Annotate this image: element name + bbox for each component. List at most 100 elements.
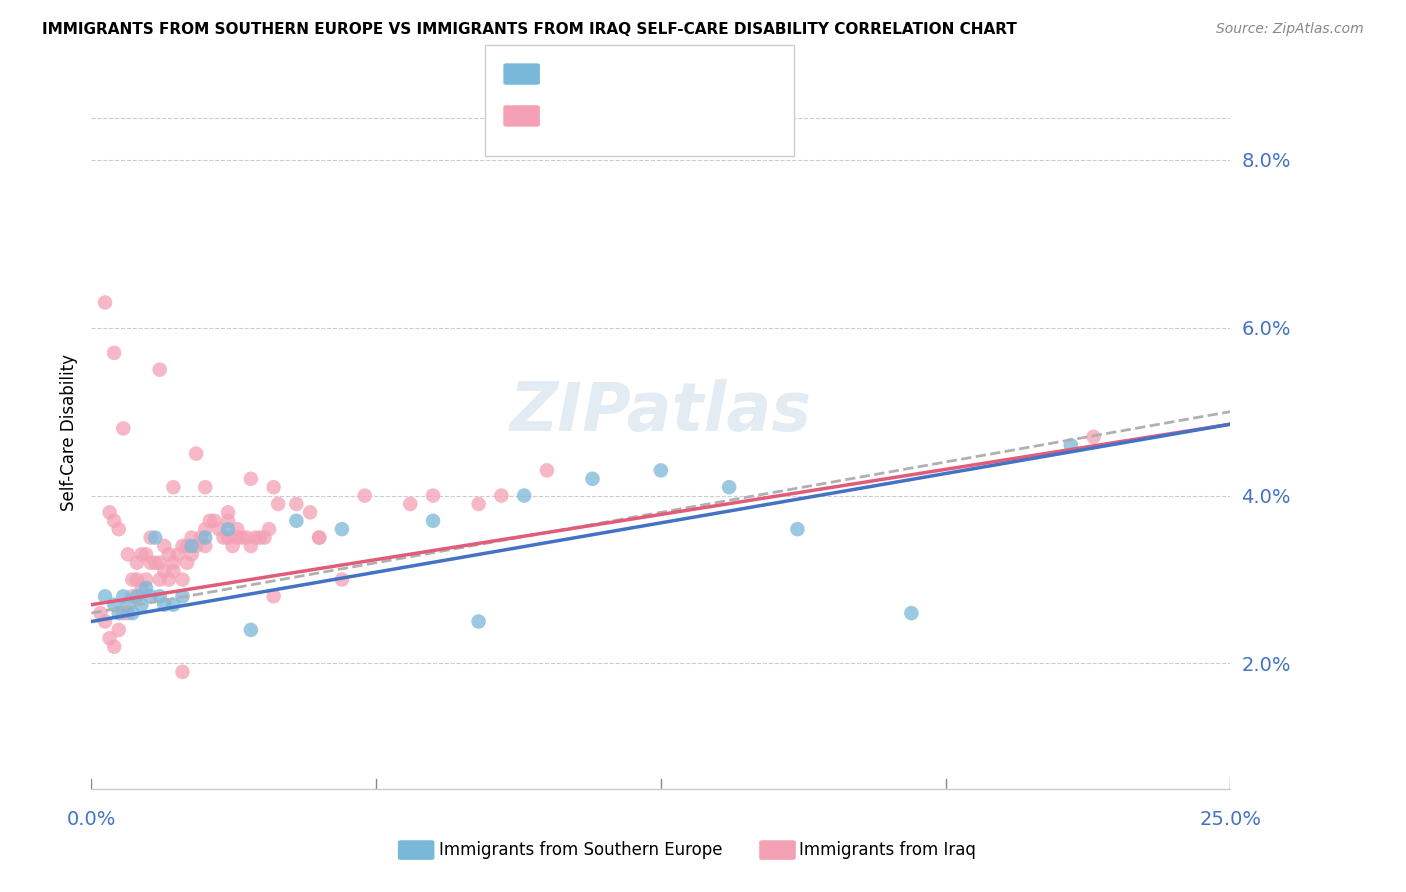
Point: [125, 573, 148, 587]
Point: [131, 547, 153, 561]
Point: [117, 606, 139, 620]
Point: [285, 514, 308, 528]
Point: [217, 505, 239, 519]
Point: [257, 522, 280, 536]
Point: [900, 606, 922, 620]
Text: Immigrants from Iraq: Immigrants from Iraq: [799, 841, 976, 859]
Point: [149, 556, 172, 570]
Point: [491, 489, 513, 503]
Point: [202, 514, 225, 528]
Point: [153, 539, 176, 553]
Point: [217, 522, 239, 536]
Point: [226, 522, 249, 536]
Point: [1083, 430, 1105, 444]
Point: [180, 547, 202, 561]
Point: [149, 362, 172, 376]
Point: [239, 623, 262, 637]
Point: [135, 547, 157, 561]
Text: R =: R =: [547, 107, 586, 125]
Point: [121, 573, 143, 587]
Text: R =: R =: [547, 65, 586, 83]
Point: [263, 590, 285, 604]
Point: [536, 463, 558, 477]
Point: [117, 547, 139, 561]
Point: [103, 346, 125, 360]
Point: [194, 522, 217, 536]
Text: 82: 82: [685, 107, 710, 125]
Point: [299, 505, 322, 519]
Point: [263, 480, 285, 494]
Point: [186, 447, 208, 461]
Point: [94, 295, 117, 310]
Point: [208, 522, 231, 536]
Point: [308, 531, 330, 545]
Text: 30: 30: [685, 65, 710, 83]
Point: [121, 606, 143, 620]
Text: Source: ZipAtlas.com: Source: ZipAtlas.com: [1216, 22, 1364, 37]
Point: [131, 581, 153, 595]
Point: [103, 514, 125, 528]
Text: 0.524: 0.524: [581, 65, 637, 83]
Text: 0.374: 0.374: [581, 107, 637, 125]
Point: [239, 539, 262, 553]
Point: [139, 531, 162, 545]
Point: [94, 615, 117, 629]
Text: Immigrants from Southern Europe: Immigrants from Southern Europe: [439, 841, 723, 859]
Point: [226, 531, 249, 545]
Text: N =: N =: [651, 65, 690, 83]
Y-axis label: Self-Care Disability: Self-Care Disability: [59, 354, 77, 511]
Point: [235, 531, 257, 545]
Point: [89, 606, 111, 620]
Point: [172, 590, 194, 604]
Point: [98, 505, 121, 519]
Point: [112, 606, 135, 620]
Point: [153, 564, 176, 578]
Point: [285, 497, 308, 511]
Point: [143, 531, 166, 545]
Point: [121, 590, 143, 604]
Point: [107, 606, 129, 620]
Point: [125, 556, 148, 570]
Point: [513, 489, 536, 503]
Point: [103, 598, 125, 612]
Point: [718, 480, 741, 494]
Point: [245, 531, 267, 545]
Point: [253, 531, 276, 545]
Point: [194, 531, 217, 545]
Point: [94, 590, 117, 604]
Point: [198, 514, 221, 528]
Point: [131, 598, 153, 612]
Point: [422, 489, 444, 503]
Point: [103, 640, 125, 654]
Point: [167, 547, 190, 561]
Point: [650, 463, 672, 477]
Point: [162, 598, 184, 612]
Point: [135, 573, 157, 587]
Point: [422, 514, 444, 528]
Point: [239, 472, 262, 486]
Text: 25.0%: 25.0%: [1199, 811, 1261, 830]
Point: [581, 472, 603, 486]
Point: [467, 497, 489, 511]
Point: [172, 665, 194, 679]
Point: [107, 522, 129, 536]
Point: [139, 556, 162, 570]
Point: [176, 556, 198, 570]
Point: [139, 590, 162, 604]
Point: [117, 598, 139, 612]
Point: [153, 598, 176, 612]
Point: [267, 497, 290, 511]
Text: IMMIGRANTS FROM SOUTHERN EUROPE VS IMMIGRANTS FROM IRAQ SELF-CARE DISABILITY COR: IMMIGRANTS FROM SOUTHERN EUROPE VS IMMIG…: [42, 22, 1017, 37]
Text: ZIPatlas: ZIPatlas: [510, 378, 811, 444]
Point: [1060, 438, 1083, 452]
Point: [221, 539, 243, 553]
Point: [112, 590, 135, 604]
Point: [186, 539, 208, 553]
Point: [194, 480, 217, 494]
Point: [112, 421, 135, 435]
Text: N =: N =: [651, 107, 690, 125]
Point: [98, 632, 121, 646]
Point: [149, 573, 172, 587]
Point: [212, 531, 235, 545]
Point: [217, 514, 239, 528]
